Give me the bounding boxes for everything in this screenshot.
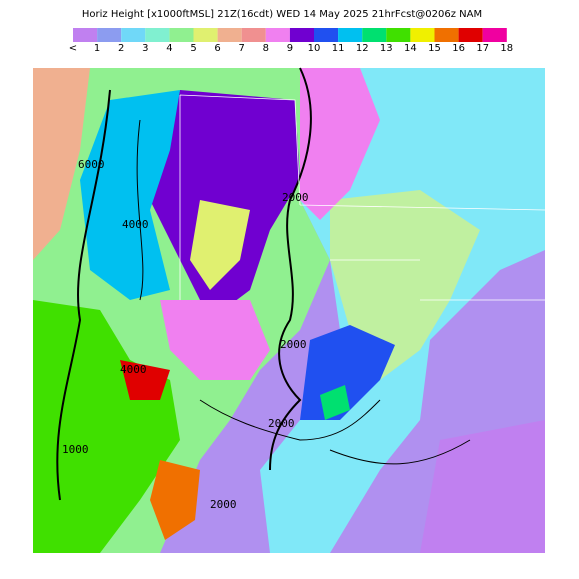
shade-region xyxy=(190,200,250,290)
shade-region xyxy=(33,68,90,260)
colorbar-label: 13 xyxy=(380,43,393,54)
colorbar-swatch xyxy=(169,28,194,42)
contour-label: 2000 xyxy=(280,338,307,351)
colorbar-label: < xyxy=(69,43,77,54)
colorbar-label: 5 xyxy=(190,43,196,54)
contour-label: 4000 xyxy=(122,218,149,231)
colorbar-label: 16 xyxy=(452,43,465,54)
contour-label: 1000 xyxy=(62,443,89,456)
shade-region xyxy=(120,360,170,400)
shade-region xyxy=(420,420,545,553)
colorbar-swatch xyxy=(434,28,459,42)
colorbar-label: 1 xyxy=(94,43,100,54)
colorbar-swatch xyxy=(386,28,411,42)
colorbar-label: 15 xyxy=(428,43,441,54)
colorbar-swatch xyxy=(97,28,122,42)
colorbar-swatch xyxy=(217,28,242,42)
colorbar-swatch xyxy=(121,28,146,42)
colorbar-label: 9 xyxy=(287,43,293,54)
state-border xyxy=(179,94,546,301)
colorbar: <1 2 3 4 5 6 7 8 9 10 11 12 13 14 15 16 17 18 xyxy=(69,28,513,54)
contour-label: 4000 xyxy=(120,363,147,376)
contour-label: 2000 xyxy=(282,191,309,204)
contour-line xyxy=(269,67,312,471)
shade-region xyxy=(320,385,350,420)
contour-line xyxy=(56,89,111,501)
contour-label: 2000 xyxy=(210,498,237,511)
colorbar-swatch xyxy=(73,28,98,42)
colorbar-label: 4 xyxy=(166,43,172,54)
colorbar-swatch xyxy=(145,28,170,42)
colorbar-label: 14 xyxy=(404,43,417,54)
shade-region xyxy=(300,68,380,220)
colorbar-label: 6 xyxy=(214,43,220,54)
colorbar-label: 17 xyxy=(476,43,489,54)
colorbar-label: 3 xyxy=(142,43,148,54)
colorbar-label: 7 xyxy=(239,43,245,54)
shade-region xyxy=(330,190,480,380)
colorbar-label: 18 xyxy=(500,43,513,54)
shade-region xyxy=(150,460,200,540)
shade-region xyxy=(80,90,180,300)
colorbar-swatch xyxy=(482,28,507,42)
colorbar-swatch xyxy=(362,28,387,42)
colorbar-swatch xyxy=(289,28,314,42)
colorbar-swatch xyxy=(265,28,290,42)
contour-label: 6000 xyxy=(78,158,105,171)
colorbar-swatch xyxy=(410,28,435,42)
shade-region xyxy=(33,300,180,553)
map-title: Horiz Height [x1000ftMSL] 21Z(16cdt) WED… xyxy=(82,9,482,20)
colorbar-label: 11 xyxy=(332,43,345,54)
contour-line xyxy=(136,119,471,465)
contour-label: 2000 xyxy=(268,417,295,430)
colorbar-swatch xyxy=(458,28,483,42)
shade-region xyxy=(160,300,270,380)
colorbar-label: 2 xyxy=(118,43,124,54)
colorbar-swatch xyxy=(338,28,363,42)
colorbar-swatch xyxy=(193,28,218,42)
map: 6000 4000 2000 2000 2000 4000 1000 2000 xyxy=(33,67,546,553)
colorbar-swatch xyxy=(241,28,266,42)
colorbar-label: 12 xyxy=(356,43,369,54)
colorbar-label: 8 xyxy=(263,43,269,54)
colorbar-swatch xyxy=(314,28,339,42)
colorbar-label: 10 xyxy=(308,43,321,54)
